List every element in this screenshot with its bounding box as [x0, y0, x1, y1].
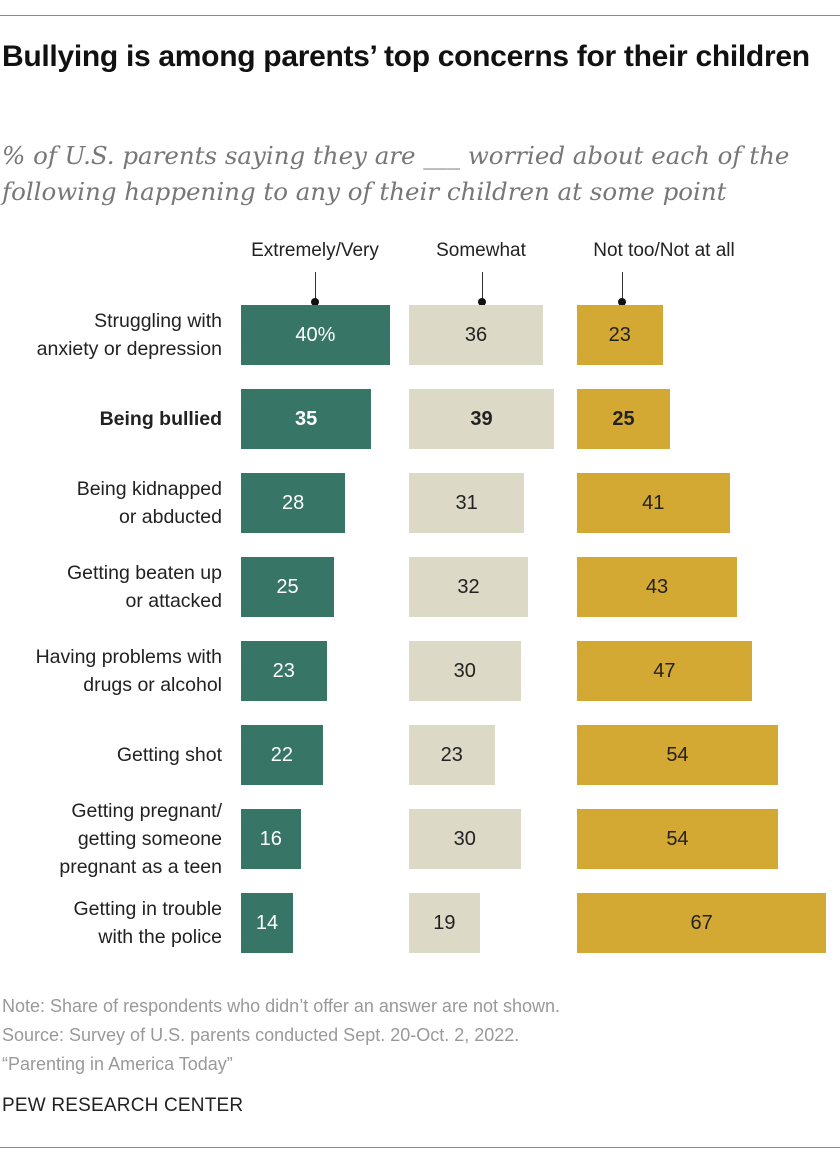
bar: [241, 641, 327, 701]
bar: [241, 893, 294, 953]
data-label: 14: [255, 912, 279, 934]
bar: [241, 389, 372, 449]
data-label: 36: [464, 324, 488, 346]
bar: [409, 893, 480, 953]
category-label-line: Getting in trouble: [73, 898, 222, 920]
data-label: 54: [666, 828, 689, 850]
bar: [409, 305, 543, 365]
category-label-line: Getting pregnant/: [71, 800, 222, 822]
category-label-line: getting someone: [77, 828, 222, 850]
bar: [241, 725, 323, 785]
category-label: Being kidnapped or abducted: [77, 475, 222, 531]
data-label: 40%: [295, 324, 336, 346]
bar: [577, 641, 752, 701]
category-label-line: anxiety or depression: [36, 338, 222, 360]
data-label: 47: [653, 660, 676, 682]
source-text: Source: Survey of U.S. parents conducted…: [2, 1025, 520, 1045]
column-header: Extremely/Very: [251, 240, 379, 261]
bottom-rule: [0, 1147, 840, 1148]
data-label: 23: [440, 744, 463, 766]
category-label-line: Being kidnapped: [76, 478, 222, 500]
category-label: Struggling with anxiety or depression: [37, 307, 222, 363]
bar: [241, 809, 301, 869]
bar: [577, 893, 827, 953]
category-label-line: Being bullied: [99, 408, 222, 430]
category-label: Getting pregnant/getting someone pregnant…: [59, 797, 222, 881]
bar: [409, 725, 495, 785]
column-header: Somewhat: [436, 240, 526, 261]
bar: [409, 809, 521, 869]
category-label: Getting beaten up or attacked: [67, 559, 222, 615]
category-label-line: Struggling with: [94, 310, 222, 332]
data-label: 32: [457, 576, 480, 598]
note-text: Note: Share of respondents who didn’t of…: [2, 996, 561, 1016]
data-label: 43: [645, 576, 669, 598]
category-label: Being bullied: [100, 405, 222, 433]
category-label-line: pregnant as a teen: [59, 856, 222, 878]
data-label: 22: [270, 744, 294, 766]
bar: [241, 473, 346, 533]
data-label: 25: [276, 576, 299, 598]
bar: [577, 809, 778, 869]
data-label: 31: [455, 492, 478, 514]
header-leader-dot: [311, 298, 319, 306]
category-label-line: Having problems with: [35, 646, 222, 668]
data-label: 23: [272, 660, 295, 682]
category-label-line: Getting shot: [116, 744, 222, 766]
data-label: 25: [612, 408, 635, 430]
header-leader-line: [315, 272, 316, 302]
data-label: 35: [294, 408, 318, 430]
pew-logo-text: PEW RESEARCH CENTER: [2, 1095, 244, 1116]
bar: [241, 557, 334, 617]
top-rule: [0, 15, 840, 16]
header-leader-dot: [618, 298, 626, 306]
chart-subtitle: % of U.S. parents saying they are ___ wo…: [2, 141, 790, 206]
data-label: 23: [608, 324, 631, 346]
header-leader-dot: [478, 298, 486, 306]
bar: [409, 641, 521, 701]
category-label-line: or attacked: [125, 590, 222, 612]
bar: [577, 725, 778, 785]
bar: [241, 305, 390, 365]
bar: [577, 305, 663, 365]
header-leader-line: [622, 272, 623, 302]
bar: [577, 557, 737, 617]
data-label: 28: [281, 492, 305, 514]
category-label: Getting shot: [117, 741, 222, 769]
bar: [577, 473, 730, 533]
chart-title: Bullying is among parents’ top concerns …: [2, 40, 810, 73]
column-header: Not too/Not at all: [593, 240, 735, 261]
report-title: “Parenting in America Today”: [2, 1054, 233, 1074]
category-label: Getting in trouble with the police: [73, 895, 222, 951]
bar: [577, 389, 670, 449]
header-leader-line: [482, 272, 483, 302]
bar: [409, 557, 529, 617]
notes: Note: Share of respondents who didn’t of…: [2, 992, 560, 1079]
category-label-line: or abducted: [119, 506, 222, 528]
data-label: 41: [642, 492, 665, 514]
data-label: 39: [470, 408, 493, 430]
data-label: 16: [259, 828, 282, 850]
category-label: Having problems with drugs or alcohol: [36, 643, 222, 699]
bar: [409, 473, 525, 533]
data-label: 19: [433, 912, 456, 934]
category-label-line: Getting beaten up: [66, 562, 222, 584]
bar: [409, 389, 555, 449]
data-label: 30: [453, 828, 476, 850]
data-label: 54: [666, 744, 689, 766]
category-label-line: with the police: [98, 926, 222, 948]
data-label: 67: [690, 912, 713, 934]
category-label-line: drugs or alcohol: [83, 674, 222, 696]
data-label: 30: [453, 660, 476, 682]
